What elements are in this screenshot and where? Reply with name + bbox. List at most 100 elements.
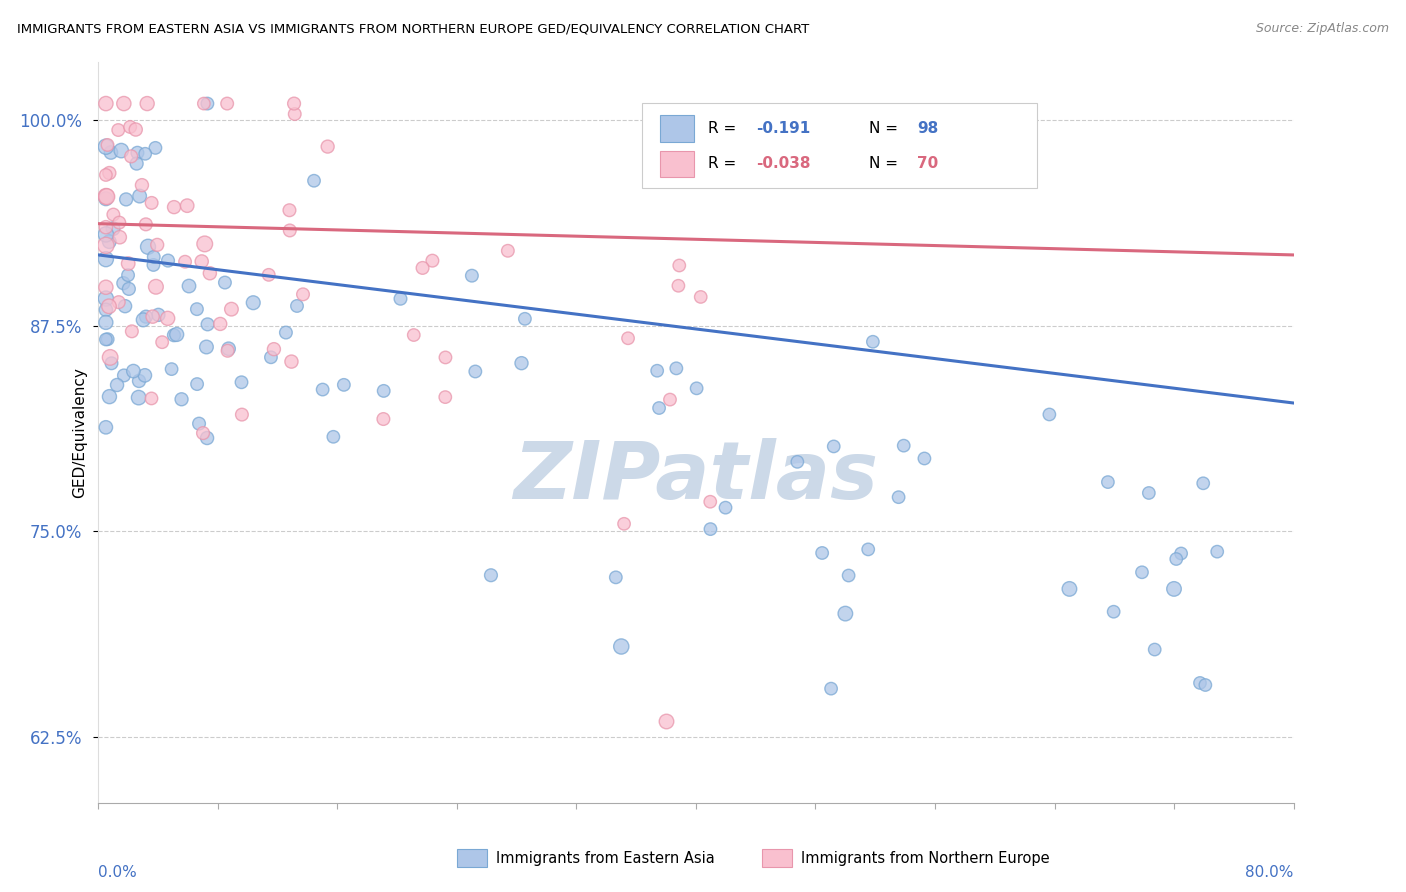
Point <box>160 362 183 376</box>
Point <box>834 607 856 621</box>
Point <box>1192 476 1215 491</box>
Point <box>166 327 188 342</box>
Point <box>668 259 690 273</box>
Point <box>893 439 915 453</box>
Point <box>195 431 218 445</box>
Point <box>479 568 502 582</box>
Point <box>912 451 935 466</box>
Point <box>1102 605 1125 619</box>
Point <box>94 227 117 242</box>
Point <box>699 522 721 536</box>
Point <box>114 299 136 313</box>
Point <box>610 640 633 654</box>
Point <box>422 253 444 268</box>
Point <box>132 313 155 327</box>
Point <box>496 244 519 258</box>
Point <box>112 96 135 111</box>
Point <box>131 178 153 193</box>
Point <box>117 256 139 270</box>
Point <box>513 311 536 326</box>
Point <box>127 145 149 160</box>
Point <box>1170 546 1192 560</box>
Point <box>128 189 150 203</box>
Point <box>689 290 711 304</box>
Point <box>107 123 129 137</box>
Text: N =: N = <box>869 156 903 171</box>
Point <box>107 295 129 310</box>
Point <box>605 570 627 584</box>
Point <box>136 96 159 111</box>
Point <box>112 368 135 383</box>
Point <box>278 203 301 218</box>
Point <box>135 310 157 324</box>
Point <box>141 392 163 406</box>
Point <box>150 335 173 350</box>
Point <box>209 317 232 331</box>
Point <box>125 122 148 136</box>
Point <box>1194 678 1216 692</box>
Point <box>115 193 138 207</box>
Point <box>193 96 215 111</box>
Point <box>292 287 315 301</box>
Point <box>1059 582 1081 596</box>
Point <box>302 174 325 188</box>
Point <box>94 192 117 206</box>
Point <box>389 292 412 306</box>
Point <box>194 236 217 251</box>
Point <box>135 217 157 231</box>
Y-axis label: GED/Equivalency: GED/Equivalency <box>72 368 87 498</box>
Point <box>274 326 297 340</box>
Point <box>134 368 156 383</box>
Text: Immigrants from Eastern Asia: Immigrants from Eastern Asia <box>496 851 716 866</box>
Point <box>195 96 218 111</box>
Point <box>96 138 118 153</box>
Point <box>214 276 236 290</box>
Point <box>838 568 860 582</box>
Point <box>146 238 169 252</box>
Point <box>141 195 163 210</box>
Point <box>101 221 124 235</box>
Point <box>665 361 688 376</box>
Text: -0.191: -0.191 <box>756 120 810 136</box>
Point <box>1130 566 1153 580</box>
Point <box>645 364 668 378</box>
Point <box>98 351 121 365</box>
Point <box>94 420 117 434</box>
Point <box>190 254 212 268</box>
Point <box>145 279 167 293</box>
Point <box>156 253 179 268</box>
Point <box>786 455 808 469</box>
Point <box>198 266 221 280</box>
Text: 80.0%: 80.0% <box>1246 865 1294 880</box>
Point <box>217 343 239 358</box>
Point <box>811 546 834 560</box>
Point <box>94 238 117 252</box>
Point <box>100 356 122 370</box>
Point <box>373 384 395 398</box>
Point <box>820 681 842 696</box>
Point <box>108 230 131 244</box>
Point <box>283 96 305 111</box>
Point <box>98 235 121 249</box>
Point <box>699 494 721 508</box>
Point <box>112 276 135 290</box>
Text: Immigrants from Northern Europe: Immigrants from Northern Europe <box>801 851 1050 866</box>
Point <box>94 220 117 235</box>
Text: 98: 98 <box>917 120 938 136</box>
Point <box>278 223 301 237</box>
Point <box>856 542 879 557</box>
Point <box>221 302 243 317</box>
FancyBboxPatch shape <box>762 848 792 867</box>
Point <box>94 292 117 306</box>
Point <box>98 390 121 404</box>
Point <box>311 383 333 397</box>
Point <box>118 282 141 296</box>
Point <box>823 439 845 453</box>
Point <box>117 268 139 282</box>
Point <box>174 254 197 268</box>
Point <box>434 390 457 404</box>
Point <box>163 328 186 343</box>
Point <box>242 295 264 310</box>
Point <box>94 252 117 267</box>
Point <box>263 342 285 356</box>
